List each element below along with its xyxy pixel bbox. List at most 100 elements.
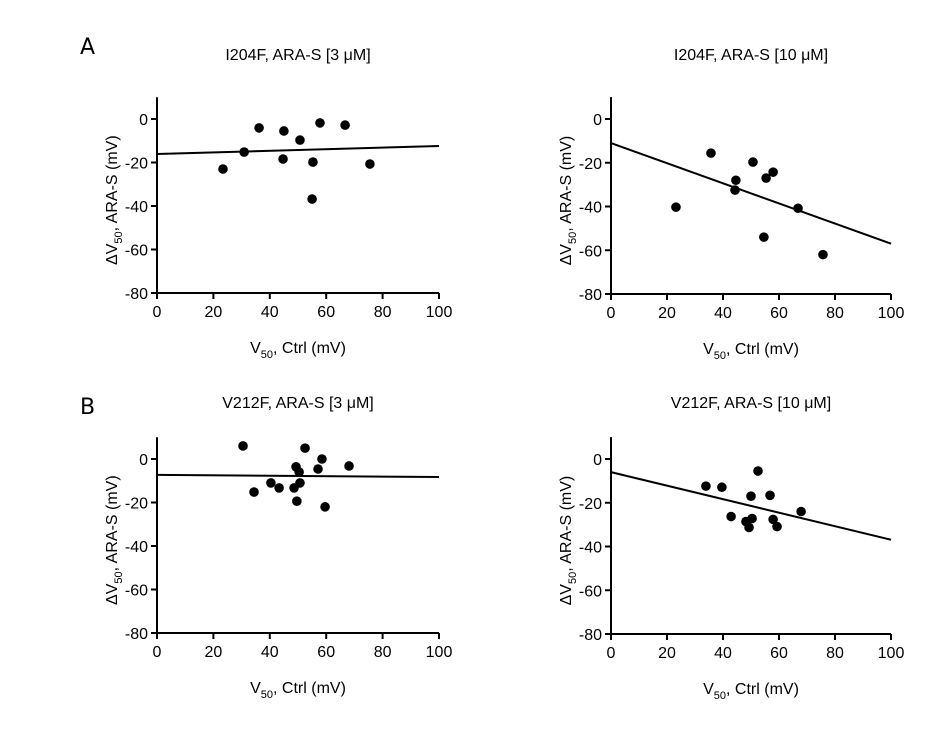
data-point [308, 157, 318, 167]
y-tick-label: -80 [579, 287, 602, 304]
data-point [254, 123, 264, 133]
y-tick-label: -40 [579, 200, 602, 217]
y-tick-label: 0 [593, 452, 602, 469]
chart-panel-a-right: I204F, ARA-S [10 μM] 0 -20 -40 -60 -80 0 20 40 60… [558, 47, 904, 362]
data-point [772, 521, 782, 532]
data-point [730, 185, 740, 195]
x-tick-label: 0 [153, 644, 162, 661]
data-point [759, 232, 769, 242]
data-point [294, 467, 304, 477]
y-axis-label: ΔV50, ARA-S (mV) [558, 476, 579, 606]
data-point [313, 464, 323, 474]
x-tick-label: 20 [658, 645, 676, 662]
x-tick-label: 0 [607, 305, 616, 322]
data-point [315, 118, 325, 128]
data-point [279, 126, 289, 136]
data-point [748, 157, 758, 167]
chart-title: V212F, ARA-S [3 μM] [222, 395, 374, 412]
data-point [793, 203, 803, 214]
regression-line [610, 471, 892, 541]
data-point [765, 490, 775, 501]
y-tick-label: -60 [125, 583, 148, 600]
data-point [706, 148, 716, 158]
data-point [768, 167, 778, 177]
x-tick-label: 80 [826, 645, 844, 662]
y-tick-label: -40 [579, 540, 602, 557]
regression-line [610, 142, 892, 245]
x-tick-label: 100 [878, 645, 905, 662]
y-tick-label: -20 [125, 156, 148, 173]
x-tick-label: 60 [317, 644, 335, 661]
y-tick-label: 0 [139, 452, 148, 469]
data-point [768, 514, 778, 525]
data-point [701, 481, 711, 491]
y-axis-label: ΔV50, ARA-S (mV) [104, 135, 125, 265]
data-point [818, 249, 828, 260]
y-tick-label: -60 [579, 583, 602, 600]
data-point [726, 511, 736, 522]
chart-panel-b-right: V212F, ARA-S [10 μM] 0 -20 -40 -60 -80 0 20 40 60… [558, 395, 904, 702]
y-tick-label: 0 [593, 112, 602, 129]
data-point [746, 491, 756, 501]
data-point [365, 159, 375, 169]
data-point [747, 513, 757, 524]
y-tick-label: -20 [579, 496, 602, 513]
x-axis-label: V50, Ctrl (mV) [250, 680, 346, 701]
x-tick-label: 60 [770, 645, 788, 662]
chart-panel-b-left: V212F, ARA-S [3 μM] 0 -20 -40 -60 -80 0 20 40 60 8… [104, 395, 452, 701]
x-tick-label: 80 [374, 304, 392, 321]
y-tick-label: -60 [579, 243, 602, 260]
x-axis-label: V50, Ctrl (mV) [250, 340, 346, 361]
x-tick-label: 40 [714, 305, 732, 322]
x-axis-label: V50, Ctrl (mV) [703, 681, 799, 702]
data-point [295, 135, 305, 145]
data-point [218, 164, 228, 174]
x-tick-label: 40 [714, 645, 732, 662]
chart-title: V212F, ARA-S [10 μM] [671, 395, 831, 412]
x-tick-label: 0 [607, 645, 616, 662]
data-point [340, 120, 350, 130]
data-point [344, 461, 354, 471]
x-tick-label: 40 [261, 644, 279, 661]
x-tick-label: 60 [317, 304, 335, 321]
regression-line [156, 144, 440, 156]
chart-title: I204F, ARA-S [10 μM] [674, 47, 828, 64]
y-tick-label: -80 [579, 627, 602, 644]
data-point [278, 154, 288, 164]
y-tick-label: -20 [125, 496, 148, 513]
x-tick-label: 40 [261, 304, 279, 321]
data-point [292, 496, 302, 506]
data-point [320, 502, 330, 512]
x-tick-label: 20 [205, 304, 223, 321]
panel-letter-a: A [80, 35, 95, 60]
data-point [317, 454, 327, 464]
x-tick-label: 100 [426, 304, 453, 321]
data-point [274, 483, 284, 493]
data-point [671, 202, 681, 212]
y-tick-label: -20 [579, 156, 602, 173]
chart-title: I204F, ARA-S [3 μM] [225, 47, 370, 64]
x-tick-label: 80 [826, 305, 844, 322]
data-point [238, 441, 248, 451]
data-point [249, 487, 259, 497]
y-tick-label: -80 [125, 626, 148, 643]
y-tick-label: -80 [125, 286, 148, 303]
y-tick-label: -60 [125, 243, 148, 260]
data-point [307, 194, 317, 204]
x-tick-label: 80 [374, 644, 392, 661]
data-point [761, 173, 771, 183]
data-point [731, 175, 741, 186]
data-point [744, 522, 754, 533]
x-tick-label: 100 [878, 305, 905, 322]
x-tick-label: 20 [205, 644, 223, 661]
y-tick-label: -40 [125, 539, 148, 556]
data-point [753, 466, 763, 476]
data-point [796, 506, 806, 517]
chart-panel-a-left: I204F, ARA-S [3 μM] 0 -20 -40 -60 -80 0 20 40 60 8… [104, 47, 452, 361]
x-tick-label: 100 [426, 644, 453, 661]
x-axis-label: V50, Ctrl (mV) [703, 341, 799, 362]
y-axis-label: ΔV50, ARA-S (mV) [104, 475, 125, 605]
data-point [239, 147, 249, 157]
x-tick-label: 0 [153, 304, 162, 321]
